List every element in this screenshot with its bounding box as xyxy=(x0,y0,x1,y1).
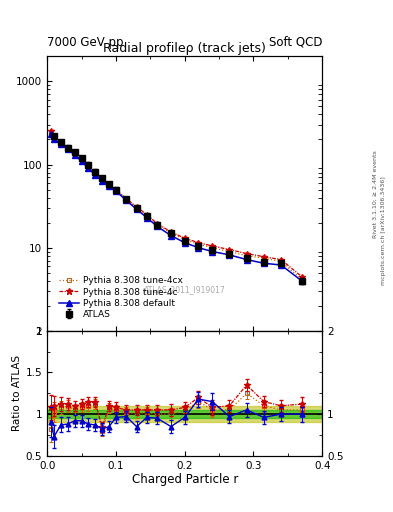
Text: Soft QCD: Soft QCD xyxy=(269,36,322,49)
Pythia 8.308 tune-4c xyxy=(145,211,149,218)
Pythia 8.308 tune-4cx xyxy=(210,245,215,251)
Text: ATLAS_2011_I919017: ATLAS_2011_I919017 xyxy=(144,285,226,294)
Pythia 8.308 default xyxy=(169,232,173,239)
Line: Pythia 8.308 tune-4cx: Pythia 8.308 tune-4cx xyxy=(48,130,304,282)
Pythia 8.308 tune-4cx xyxy=(155,222,160,228)
Pythia 8.308 default xyxy=(196,245,201,251)
Pythia 8.308 tune-4c xyxy=(169,229,173,235)
Pythia 8.308 tune-4cx xyxy=(79,158,84,164)
Pythia 8.308 tune-4c xyxy=(86,164,91,170)
Line: Pythia 8.308 default: Pythia 8.308 default xyxy=(48,132,305,284)
Pythia 8.308 default xyxy=(261,260,266,266)
Pythia 8.308 tune-4cx xyxy=(59,141,63,147)
Pythia 8.308 tune-4c xyxy=(261,253,266,260)
Pythia 8.308 tune-4cx xyxy=(134,204,139,210)
Text: 7000 GeV pp: 7000 GeV pp xyxy=(47,36,124,49)
Pythia 8.308 tune-4c xyxy=(107,182,112,188)
Pythia 8.308 tune-4cx xyxy=(93,172,98,178)
Pythia 8.308 tune-4c xyxy=(124,196,129,202)
Pythia 8.308 tune-4c xyxy=(100,177,105,183)
Pythia 8.308 default xyxy=(51,136,57,142)
Pythia 8.308 tune-4c xyxy=(279,257,283,263)
Pythia 8.308 default xyxy=(65,145,70,152)
Pythia 8.308 tune-4cx xyxy=(48,129,53,135)
Pythia 8.308 tune-4c xyxy=(79,157,84,163)
Text: Rivet 3.1.10; ≥ 2.4M events: Rivet 3.1.10; ≥ 2.4M events xyxy=(373,151,378,239)
Y-axis label: Ratio to ATLAS: Ratio to ATLAS xyxy=(11,355,22,431)
Pythia 8.308 tune-4cx xyxy=(182,237,187,243)
Pythia 8.308 tune-4cx xyxy=(145,212,149,219)
Pythia 8.308 default xyxy=(93,172,98,178)
Pythia 8.308 tune-4cx xyxy=(124,197,129,203)
Pythia 8.308 tune-4cx xyxy=(227,248,232,254)
Pythia 8.308 tune-4cx xyxy=(65,145,70,152)
Pythia 8.308 tune-4cx xyxy=(169,230,173,236)
Pythia 8.308 tune-4c xyxy=(59,140,63,146)
Pythia 8.308 tune-4c xyxy=(93,171,98,177)
Pythia 8.308 tune-4cx xyxy=(100,177,105,183)
Pythia 8.308 default xyxy=(59,141,63,147)
Pythia 8.308 tune-4cx xyxy=(244,253,249,259)
Pythia 8.308 default xyxy=(244,257,249,263)
Pythia 8.308 tune-4cx xyxy=(86,165,91,171)
Pythia 8.308 tune-4c xyxy=(210,243,215,249)
Pythia 8.308 tune-4cx xyxy=(114,187,118,194)
Pythia 8.308 tune-4cx xyxy=(261,255,266,261)
Pythia 8.308 default xyxy=(107,183,112,189)
Pythia 8.308 default xyxy=(79,158,84,164)
Pythia 8.308 tune-4c xyxy=(72,152,77,158)
Pythia 8.308 tune-4c xyxy=(155,221,160,227)
Pythia 8.308 default xyxy=(124,197,129,203)
Pythia 8.308 default xyxy=(72,152,77,158)
Pythia 8.308 tune-4c xyxy=(244,250,249,257)
Pythia 8.308 default xyxy=(86,165,91,172)
Pythia 8.308 default xyxy=(279,262,283,268)
Pythia 8.308 tune-4cx xyxy=(299,276,304,282)
Pythia 8.308 default xyxy=(145,215,149,221)
Pythia 8.308 tune-4cx xyxy=(51,136,57,142)
Pythia 8.308 tune-4c xyxy=(51,135,57,141)
Pythia 8.308 tune-4cx xyxy=(279,259,283,265)
Line: Pythia 8.308 tune-4c: Pythia 8.308 tune-4c xyxy=(47,128,305,280)
Title: Radial profileρ (track jets): Radial profileρ (track jets) xyxy=(103,42,266,55)
Text: mcplots.cern.ch [arXiv:1306.3436]: mcplots.cern.ch [arXiv:1306.3436] xyxy=(381,176,386,285)
Bar xyxy=(47,406,322,422)
Pythia 8.308 default xyxy=(299,278,304,284)
Pythia 8.308 default xyxy=(227,252,232,258)
Pythia 8.308 tune-4c xyxy=(299,273,304,280)
Pythia 8.308 default xyxy=(182,240,187,246)
Pythia 8.308 tune-4cx xyxy=(72,152,77,158)
Bar xyxy=(47,410,322,418)
Pythia 8.308 tune-4cx xyxy=(196,241,201,247)
Pythia 8.308 tune-4c xyxy=(227,246,232,252)
X-axis label: Charged Particle r: Charged Particle r xyxy=(132,473,238,486)
Pythia 8.308 default xyxy=(134,206,139,212)
Pythia 8.308 tune-4c xyxy=(182,235,187,241)
Pythia 8.308 default xyxy=(114,188,118,194)
Pythia 8.308 tune-4c xyxy=(65,145,70,151)
Pythia 8.308 default xyxy=(100,178,105,184)
Pythia 8.308 default xyxy=(210,248,215,254)
Pythia 8.308 default xyxy=(155,223,160,229)
Pythia 8.308 tune-4c xyxy=(48,129,53,135)
Pythia 8.308 default xyxy=(48,132,53,138)
Pythia 8.308 tune-4cx xyxy=(107,182,112,188)
Legend: Pythia 8.308 tune-4cx, Pythia 8.308 tune-4c, Pythia 8.308 default, ATLAS: Pythia 8.308 tune-4cx, Pythia 8.308 tune… xyxy=(57,274,185,321)
Pythia 8.308 tune-4c xyxy=(114,186,118,193)
Pythia 8.308 tune-4c xyxy=(196,240,201,246)
Pythia 8.308 tune-4c xyxy=(134,204,139,210)
